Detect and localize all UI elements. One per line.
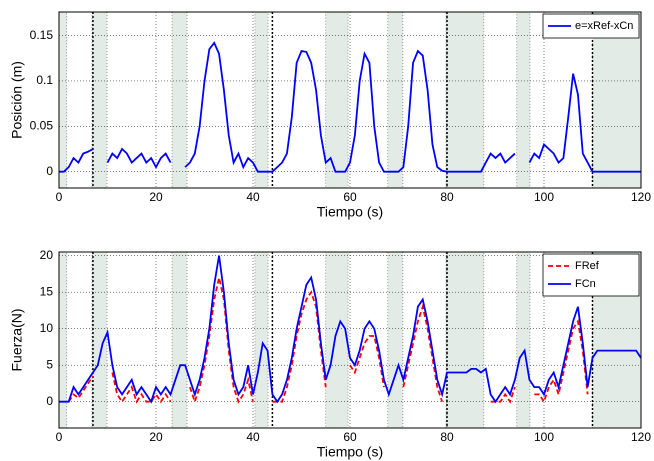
x-tick-label: 20 (149, 190, 163, 204)
x-tick-label: 20 (149, 430, 163, 444)
x-tick-label: 80 (440, 190, 454, 204)
shaded-region (445, 11, 485, 189)
y-tick-label: 0 (46, 164, 53, 178)
shaded-region (592, 11, 642, 189)
series-line (59, 41, 641, 173)
y-tick-label: 20 (40, 248, 54, 262)
y-tick-label: 0.05 (30, 118, 54, 132)
y-tick-label: 0.15 (30, 28, 54, 42)
shaded-region (387, 11, 404, 189)
series-line (67, 277, 589, 405)
y-axis-label: Posición (m) (9, 61, 25, 139)
legend-label: FRef (575, 260, 600, 272)
x-tick-label: 100 (534, 430, 554, 444)
shaded-region (325, 251, 349, 429)
shaded-region (325, 11, 349, 189)
shaded-region (445, 251, 485, 429)
x-tick-label: 120 (631, 430, 651, 444)
shaded-region (58, 11, 68, 189)
shaded-region (516, 11, 531, 189)
x-tick-label: 80 (440, 430, 454, 444)
shaded-region (91, 11, 108, 189)
x-axis-label: Tiempo (s) (317, 444, 383, 460)
x-tick-label: 0 (56, 190, 63, 204)
x-tick-label: 0 (56, 430, 63, 444)
x-tick-label: 100 (534, 190, 554, 204)
x-tick-label: 60 (343, 190, 357, 204)
y-tick-label: 5 (46, 357, 53, 371)
y-tick-label: 0 (46, 394, 53, 408)
shaded-region (254, 11, 269, 189)
x-tick-label: 40 (246, 190, 260, 204)
y-axis-label: Fuerza(N) (9, 308, 25, 371)
legend-label: FCn (575, 278, 596, 290)
series-line (59, 255, 642, 404)
y-tick-label: 10 (40, 321, 54, 335)
plot-frame (58, 11, 642, 189)
x-tick-label: 120 (631, 190, 651, 204)
legend-box (542, 253, 640, 297)
x-tick-label: 60 (343, 430, 357, 444)
plot-frame (58, 251, 642, 429)
legend-label: e=xRef-xCn (575, 20, 633, 32)
y-tick-label: 0.1 (36, 73, 53, 87)
x-tick-label: 40 (246, 430, 260, 444)
y-tick-label: 15 (40, 284, 54, 298)
x-axis-label: Tiempo (s) (317, 204, 383, 220)
shaded-region (171, 11, 188, 189)
